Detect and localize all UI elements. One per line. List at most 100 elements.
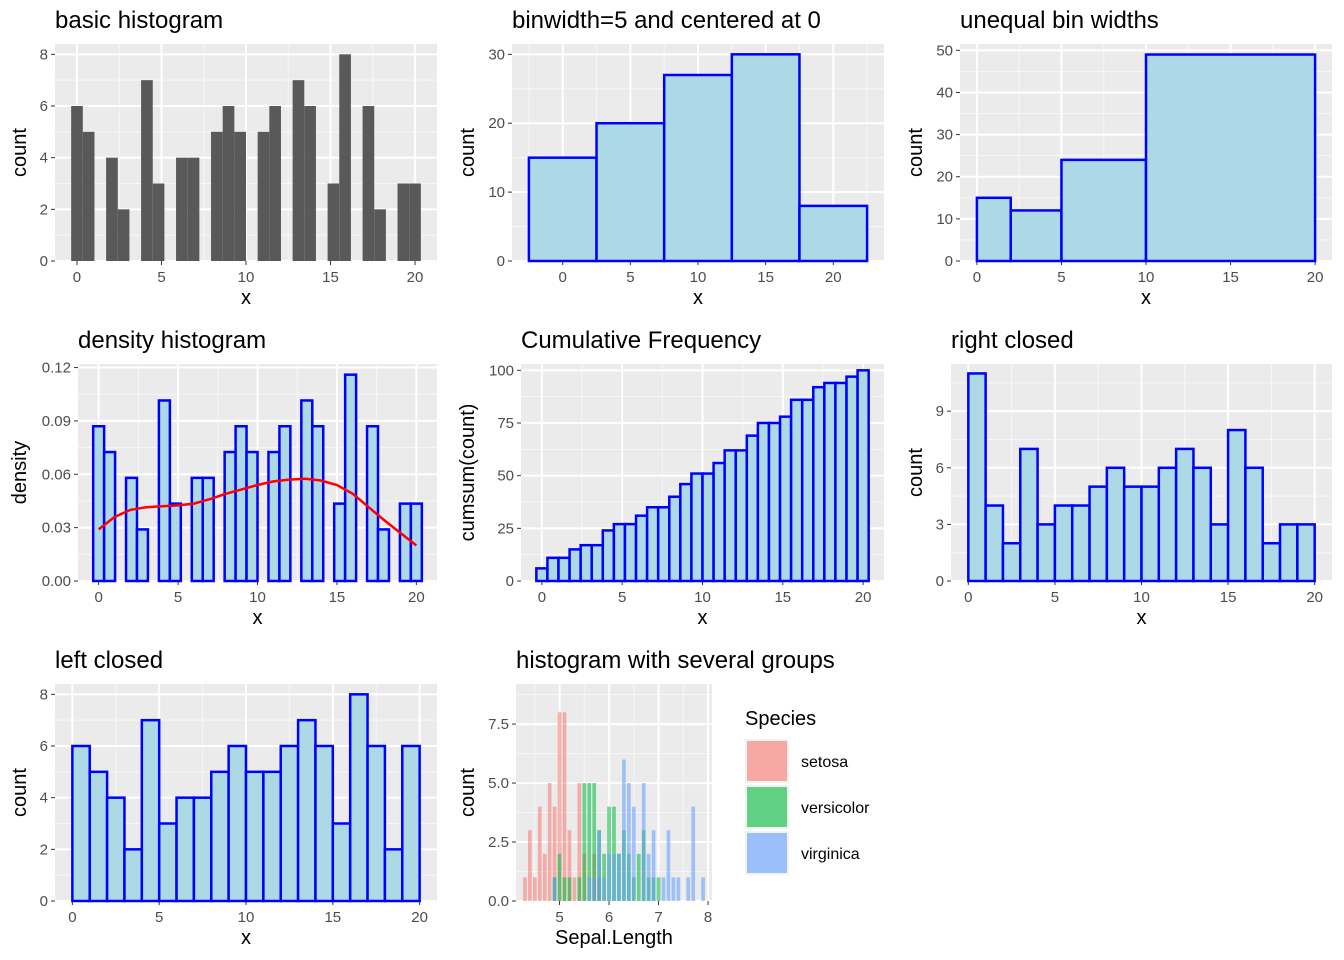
histogram-bar bbox=[123, 848, 144, 903]
panel-rightclosed: right closed 0 5 10 15 20 0 3 6 9 x count bbox=[905, 327, 1332, 629]
bar-versicolor bbox=[656, 877, 661, 901]
histogram-bar bbox=[374, 209, 386, 261]
y-tick-label: 0.00 bbox=[42, 573, 71, 590]
histogram-bar bbox=[168, 502, 183, 583]
y-axis-label: density bbox=[9, 441, 31, 504]
y-tick-label: 75 bbox=[497, 415, 514, 432]
y-tick-label: 2 bbox=[40, 841, 48, 858]
x-tick-label: 5 bbox=[1057, 269, 1065, 286]
histogram-bar bbox=[311, 425, 325, 583]
histogram-bar bbox=[984, 504, 1005, 583]
bars bbox=[535, 369, 870, 583]
y-tick-label: 0 bbox=[497, 253, 505, 270]
chart-title: density histogram bbox=[78, 327, 266, 354]
chart-title: Cumulative Frequency bbox=[521, 327, 761, 354]
bar-virginica bbox=[552, 877, 557, 901]
y-tick-label: 9 bbox=[936, 403, 944, 420]
y-tick-label: 2 bbox=[40, 201, 48, 218]
histogram-bar bbox=[645, 506, 660, 583]
bar-virginica bbox=[661, 877, 666, 901]
y-axis-label: count bbox=[905, 128, 927, 177]
histogram-bar bbox=[362, 106, 375, 261]
bar-setosa bbox=[547, 783, 552, 901]
histogram-bar bbox=[623, 522, 638, 583]
histogram-bar bbox=[701, 472, 715, 583]
histogram-bar bbox=[734, 449, 749, 583]
bar-setosa bbox=[523, 877, 527, 901]
y-tick-label: 6 bbox=[40, 98, 48, 115]
y-tick-label: 10 bbox=[936, 211, 953, 228]
chart-title: left closed bbox=[55, 647, 163, 674]
y-tick-label: 0.06 bbox=[42, 466, 71, 483]
histogram-bar bbox=[343, 373, 358, 583]
chart-title: histogram with several groups bbox=[516, 647, 835, 674]
x-axis-label: x bbox=[1137, 607, 1147, 629]
panel-unequal: unequal bin widths 0 5 10 15 20 0 10 20 30 40 50 x co… bbox=[905, 7, 1332, 309]
x-tick-label: 7 bbox=[654, 909, 662, 926]
histogram-bar bbox=[778, 415, 793, 583]
y-tick-label: 5.0 bbox=[488, 775, 509, 792]
bar-versicolor bbox=[636, 853, 641, 901]
histogram-bar bbox=[730, 53, 801, 263]
panel-binwidth: binwidth=5 and centered at 0 0 5 10 15 20 0 10 2… bbox=[457, 7, 884, 309]
legend-label: versicolor bbox=[801, 800, 870, 817]
histogram-bar bbox=[1088, 485, 1109, 583]
x-tick-label: 5 bbox=[155, 909, 163, 926]
y-axis-label: count bbox=[457, 128, 479, 177]
histogram-bar bbox=[152, 183, 165, 261]
bar-setosa bbox=[572, 877, 577, 901]
histogram-bar bbox=[187, 157, 200, 261]
bar-setosa bbox=[528, 830, 532, 901]
histogram-bar bbox=[245, 450, 259, 583]
bar-virginica bbox=[592, 877, 597, 901]
x-axis-label: x bbox=[698, 607, 708, 629]
histogram-bar bbox=[71, 744, 91, 903]
histogram-bar bbox=[278, 425, 292, 583]
x-axis-label: x bbox=[253, 607, 263, 629]
histogram-bar bbox=[1192, 466, 1213, 583]
histogram-bar bbox=[1278, 523, 1299, 583]
y-tick-label: 40 bbox=[936, 84, 953, 101]
histogram-bar bbox=[175, 796, 196, 903]
x-tick-label: 15 bbox=[329, 589, 346, 606]
bar-virginica bbox=[691, 806, 696, 901]
histogram-bar bbox=[975, 196, 1012, 263]
histogram-bar bbox=[612, 522, 627, 583]
bar-virginica bbox=[666, 830, 671, 901]
x-tick-label: 10 bbox=[249, 589, 266, 606]
histogram-bar bbox=[679, 482, 693, 583]
histogram-bar bbox=[267, 450, 281, 583]
histogram-bar bbox=[967, 372, 987, 583]
histogram-bar bbox=[590, 543, 605, 583]
bar-virginica bbox=[646, 853, 651, 901]
histogram-bar bbox=[798, 204, 869, 263]
histogram-bar bbox=[1140, 485, 1161, 583]
y-axis-label: cumsum(count) bbox=[457, 404, 479, 542]
x-axis-label: x bbox=[693, 287, 703, 309]
histogram-bar bbox=[690, 472, 704, 583]
bar-versicolor bbox=[577, 877, 582, 901]
histogram-bar bbox=[845, 375, 859, 583]
histogram-bar bbox=[595, 121, 666, 263]
histogram-bar bbox=[1244, 466, 1264, 583]
bars bbox=[967, 372, 1316, 583]
x-axis-label: x bbox=[241, 287, 251, 309]
histogram-bar bbox=[117, 209, 130, 261]
histogram-bar bbox=[141, 80, 153, 262]
bar-versicolor bbox=[592, 783, 597, 901]
bar-virginica bbox=[587, 877, 592, 901]
y-tick-label: 8 bbox=[40, 686, 48, 703]
y-tick-label: 10 bbox=[488, 184, 505, 201]
histogram-bar bbox=[327, 183, 340, 261]
bar-setosa bbox=[567, 830, 572, 901]
bar-setosa bbox=[552, 806, 557, 901]
x-tick-label: 0 bbox=[973, 269, 981, 286]
histogram-bar bbox=[856, 369, 870, 583]
x-tick-label: 20 bbox=[855, 589, 872, 606]
y-tick-label: 25 bbox=[497, 520, 514, 537]
histogram-bar bbox=[756, 421, 771, 583]
x-tick-label: 5 bbox=[1051, 589, 1059, 606]
legend: Species setosa versicolor virginica bbox=[745, 708, 870, 875]
histogram-bar bbox=[1209, 523, 1230, 583]
y-tick-label: 3 bbox=[936, 516, 944, 533]
